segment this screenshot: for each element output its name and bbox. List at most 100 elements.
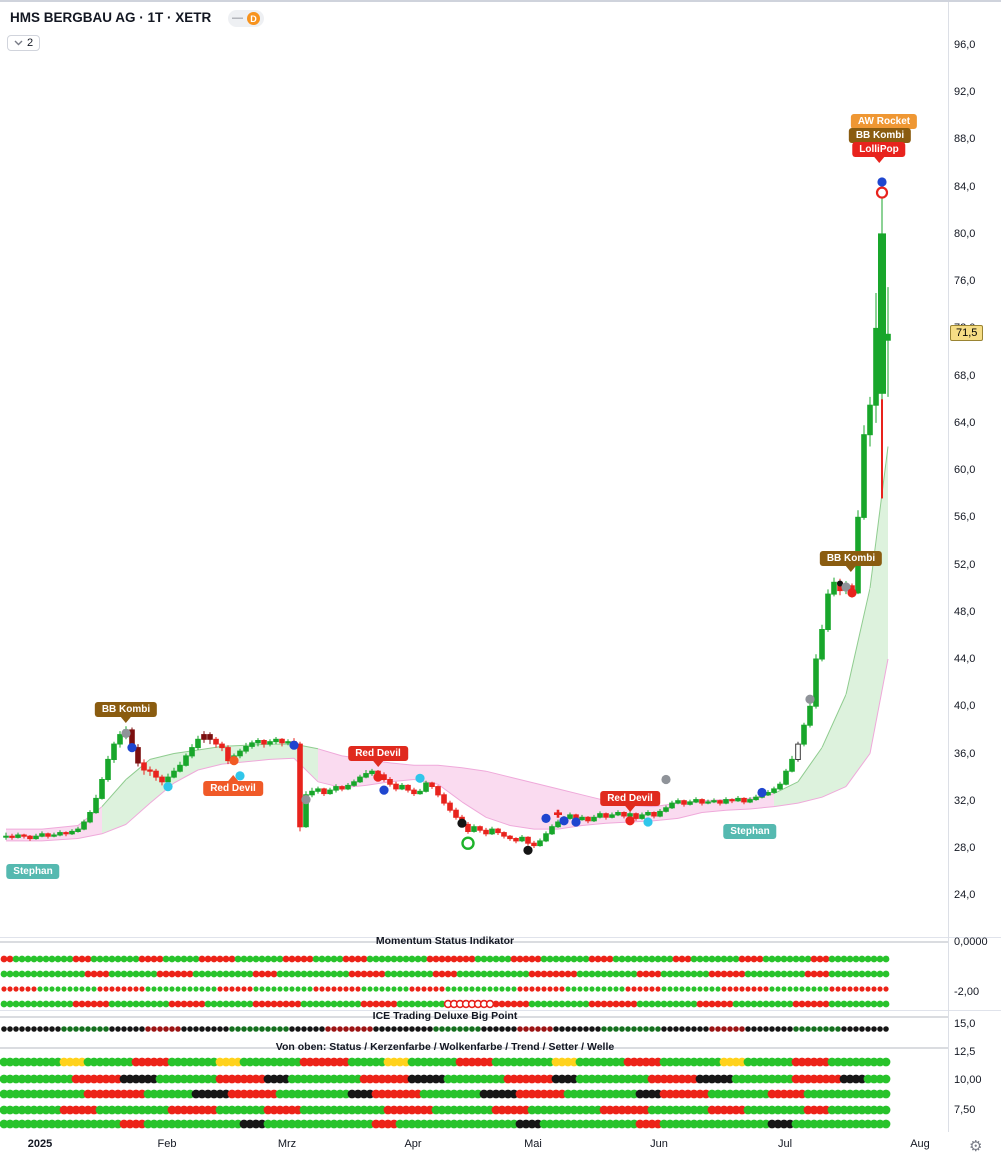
candle <box>675 800 681 804</box>
callout-pointer <box>846 566 856 572</box>
indicator-scale-label: -2,00 <box>954 986 980 998</box>
time-axis-label[interactable]: Mrz <box>277 1138 297 1150</box>
price-scale[interactable]: 96,092,088,084,080,076,072,068,064,060,0… <box>949 2 1001 1132</box>
cloud-segment <box>822 694 846 798</box>
candle <box>153 770 159 778</box>
signal-marker-black-dot <box>457 818 467 828</box>
time-axis-label[interactable]: Apr <box>404 1138 422 1150</box>
candle <box>813 658 819 707</box>
candle <box>261 740 267 745</box>
candle <box>87 812 93 823</box>
candle <box>3 835 9 838</box>
candle <box>747 799 753 803</box>
signal-marker-red-dot <box>625 816 635 826</box>
price-scale-label: 36,0 <box>954 748 976 760</box>
candle <box>873 327 879 406</box>
cloud-segment <box>270 744 294 760</box>
chart-label-bb-kombi[interactable]: BB Kombi <box>848 128 912 143</box>
candle <box>549 826 555 835</box>
time-axis-label[interactable]: 2025 <box>27 1138 53 1150</box>
daily-interval-badge[interactable]: D <box>247 12 260 25</box>
candle <box>507 835 513 840</box>
time-axis-label[interactable]: Mai <box>524 1138 542 1150</box>
candle <box>501 832 507 837</box>
indicator-scale-label: 12,5 <box>954 1046 976 1058</box>
candle <box>585 816 591 822</box>
candle <box>57 832 63 836</box>
candle <box>825 593 831 630</box>
pane-divider[interactable] <box>0 1010 1001 1011</box>
momentum-pane-title[interactable]: Momentum Status Indikator <box>375 935 515 947</box>
candle <box>363 773 369 778</box>
candle <box>471 826 477 832</box>
candle <box>327 789 333 795</box>
signal-marker-orange-dot <box>229 756 239 766</box>
candle <box>771 788 777 793</box>
candle <box>645 812 651 816</box>
candle <box>309 790 315 796</box>
candle <box>423 782 429 792</box>
chart-label-red-devil[interactable]: Red Devil <box>203 775 263 796</box>
cloud-segment <box>846 588 870 787</box>
signal-marker-gray-dot <box>121 728 131 739</box>
price-scale-divider <box>948 2 949 1132</box>
candle <box>603 813 609 818</box>
minus-icon: — <box>232 12 243 24</box>
chart-label-bb-kombi[interactable]: BB Kombi <box>819 551 883 572</box>
chart-label-red-devil[interactable]: Red Devil <box>348 746 408 767</box>
candle <box>237 750 243 757</box>
candle <box>99 779 105 799</box>
candle <box>723 799 729 804</box>
signal-marker-gray-dot <box>661 774 671 785</box>
chart-label-stephan[interactable]: Stephan <box>6 864 60 879</box>
symbol-title[interactable]: HMS BERGBAU AG · 1T · XETR <box>10 10 212 25</box>
candle <box>729 799 735 802</box>
candle <box>537 840 543 847</box>
chart-label-red-devil[interactable]: Red Devil <box>600 791 660 812</box>
price-scale-label: 24,0 <box>954 889 976 901</box>
candle <box>183 755 189 766</box>
chart-label-aw-rocket[interactable]: AW Rocket <box>850 114 918 129</box>
pane-divider[interactable] <box>0 937 1001 938</box>
signal-marker-red-cross <box>554 809 562 818</box>
ice-pane-subtitle: Von oben: Status / Kerzenfarbe / Wolkenf… <box>275 1041 615 1053</box>
candle <box>861 434 867 518</box>
chart-label-stephan[interactable]: Stephan <box>723 824 777 839</box>
candle <box>795 743 801 760</box>
candle <box>417 790 423 795</box>
time-axis-label[interactable]: Jul <box>777 1138 793 1150</box>
time-axis[interactable]: 2025 Feb Mrz Apr Mai Jun Jul Aug <box>0 1132 1001 1158</box>
object-tree-collapse-button[interactable]: 2 <box>7 35 41 51</box>
candle <box>519 836 525 842</box>
candle <box>831 581 837 595</box>
chart-label-bb-kombi[interactable]: BB Kombi <box>94 702 158 723</box>
candle <box>177 764 183 772</box>
candle <box>555 821 561 828</box>
callout-pointer <box>372 761 383 767</box>
chart-label-lollipop[interactable]: LolliPop <box>852 142 906 163</box>
time-axis-label[interactable]: Aug <box>910 1138 930 1150</box>
candle <box>351 781 357 786</box>
candle <box>249 742 255 747</box>
candle <box>405 784 411 791</box>
candle <box>441 794 447 804</box>
time-axis-label[interactable]: Jun <box>650 1138 668 1150</box>
time-axis-label[interactable]: Feb <box>157 1138 177 1150</box>
candle <box>147 769 153 772</box>
signal-marker-red-dot <box>847 588 857 598</box>
ice-pane-title[interactable]: ICE Trading Deluxe Big Point <box>372 1010 518 1022</box>
candle <box>579 816 585 821</box>
signal-marker-black-dot <box>523 845 533 855</box>
indicator-status-pill[interactable]: — D <box>228 10 264 27</box>
candle <box>651 812 657 817</box>
candle <box>39 833 45 837</box>
gear-icon[interactable]: ⚙ <box>969 1138 983 1155</box>
price-scale-label: 32,0 <box>954 795 976 807</box>
price-scale-label: 40,0 <box>954 700 976 712</box>
candle <box>111 743 117 760</box>
candle <box>597 813 603 818</box>
candle <box>669 802 675 809</box>
candle <box>75 828 81 832</box>
candle <box>171 770 177 778</box>
